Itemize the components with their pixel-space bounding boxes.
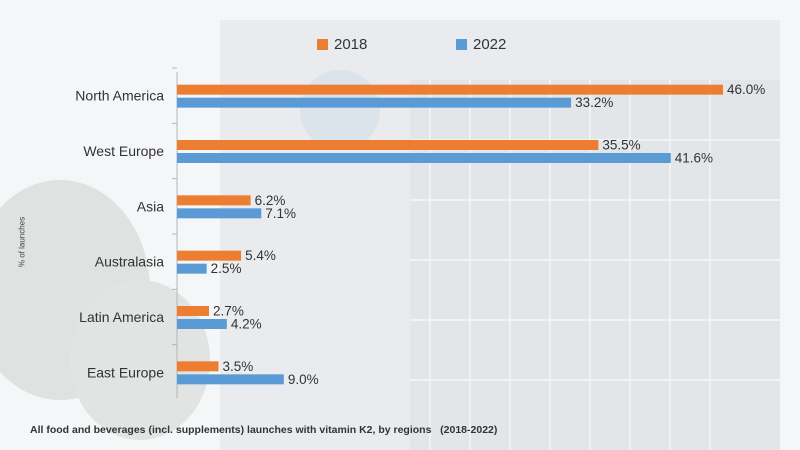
chart-caption: All food and beverages (incl. supplement… xyxy=(30,424,498,436)
bar-2018-asia xyxy=(177,195,251,206)
bar-2018-latin-america xyxy=(177,306,210,316)
bar-2022-asia xyxy=(177,208,262,219)
legend-swatch-2018 xyxy=(317,39,328,50)
data-label-2018-east-europe: 3.5% xyxy=(223,359,254,374)
legend-item-2022: 2022 xyxy=(456,36,506,53)
data-label-2022-latin-america: 4.2% xyxy=(231,317,262,332)
legend-item-2018: 2018 xyxy=(317,36,367,53)
data-label-2022-west-europe: 41.6% xyxy=(675,151,713,166)
data-label-2022-north-america: 33.2% xyxy=(575,95,613,110)
bar-2022-australasia xyxy=(177,263,207,274)
legend-swatch-2022 xyxy=(456,39,467,50)
bar-2018-north-america xyxy=(177,84,723,95)
bar-2018-australasia xyxy=(177,250,242,261)
data-label-2018-asia: 6.2% xyxy=(255,193,286,208)
category-label-west-europe: West Europe xyxy=(83,143,164,159)
data-label-2018-australasia: 5.4% xyxy=(245,248,276,263)
legend-label-2022: 2022 xyxy=(473,36,507,53)
category-label-australasia: Australasia xyxy=(95,254,164,270)
data-label-2018-latin-america: 2.7% xyxy=(213,304,244,319)
data-label-2022-asia: 7.1% xyxy=(265,206,296,221)
bar-2018-east-europe xyxy=(177,361,219,372)
data-label-2022-east-europe: 9.0% xyxy=(288,372,319,387)
data-label-2018-west-europe: 35.5% xyxy=(602,138,640,153)
category-label-north-america: North America xyxy=(75,88,164,104)
bar-2022-west-europe xyxy=(177,153,671,163)
category-label-latin-america: Latin America xyxy=(79,309,164,325)
bar-2022-north-america xyxy=(177,97,572,108)
category-label-east-europe: East Europe xyxy=(87,364,164,380)
bar-2018-west-europe xyxy=(177,140,599,150)
data-label-2022-australasia: 2.5% xyxy=(211,261,242,276)
bar-2022-latin-america xyxy=(177,319,227,329)
legend-label-2018: 2018 xyxy=(334,36,368,53)
bar-2022-east-europe xyxy=(177,374,284,385)
data-label-2018-north-america: 46.0% xyxy=(727,82,765,97)
category-label-asia: Asia xyxy=(137,198,164,214)
